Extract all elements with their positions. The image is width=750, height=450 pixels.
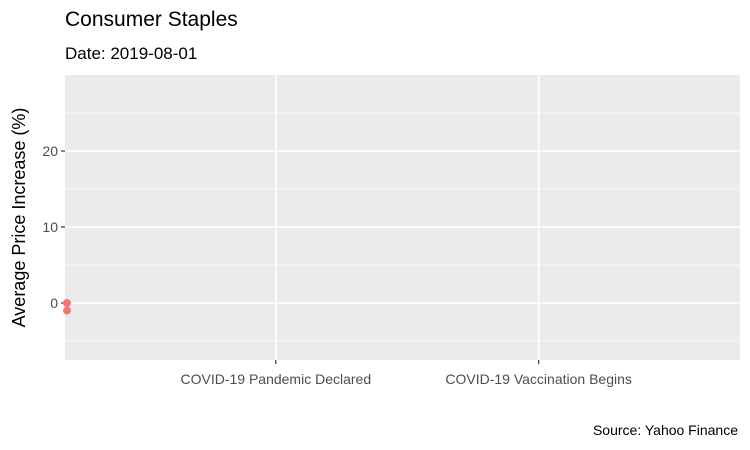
chart-title: Consumer Staples (65, 8, 238, 31)
x-tick-label: COVID-19 Pandemic Declared (180, 371, 371, 387)
y-tick-label: 10 (42, 219, 58, 235)
data-point (63, 299, 71, 307)
x-axis: COVID-19 Pandemic Declared COVID-19 Vacci… (180, 360, 632, 387)
y-axis-title: Average Price Increase (%) (9, 108, 29, 328)
chart-caption: Source: Yahoo Finance (592, 422, 738, 438)
plot-panel (65, 75, 740, 360)
x-tick-label: COVID-19 Vaccination Begins (445, 371, 632, 387)
grid-lines (65, 75, 740, 360)
data-point (63, 306, 71, 315)
chart-subtitle: Date: 2019-08-01 (65, 44, 198, 63)
y-axis: 0 10 20 (42, 143, 65, 311)
y-tick-label: 20 (42, 143, 58, 159)
y-tick-label: 0 (50, 295, 58, 311)
data-points (63, 299, 71, 315)
